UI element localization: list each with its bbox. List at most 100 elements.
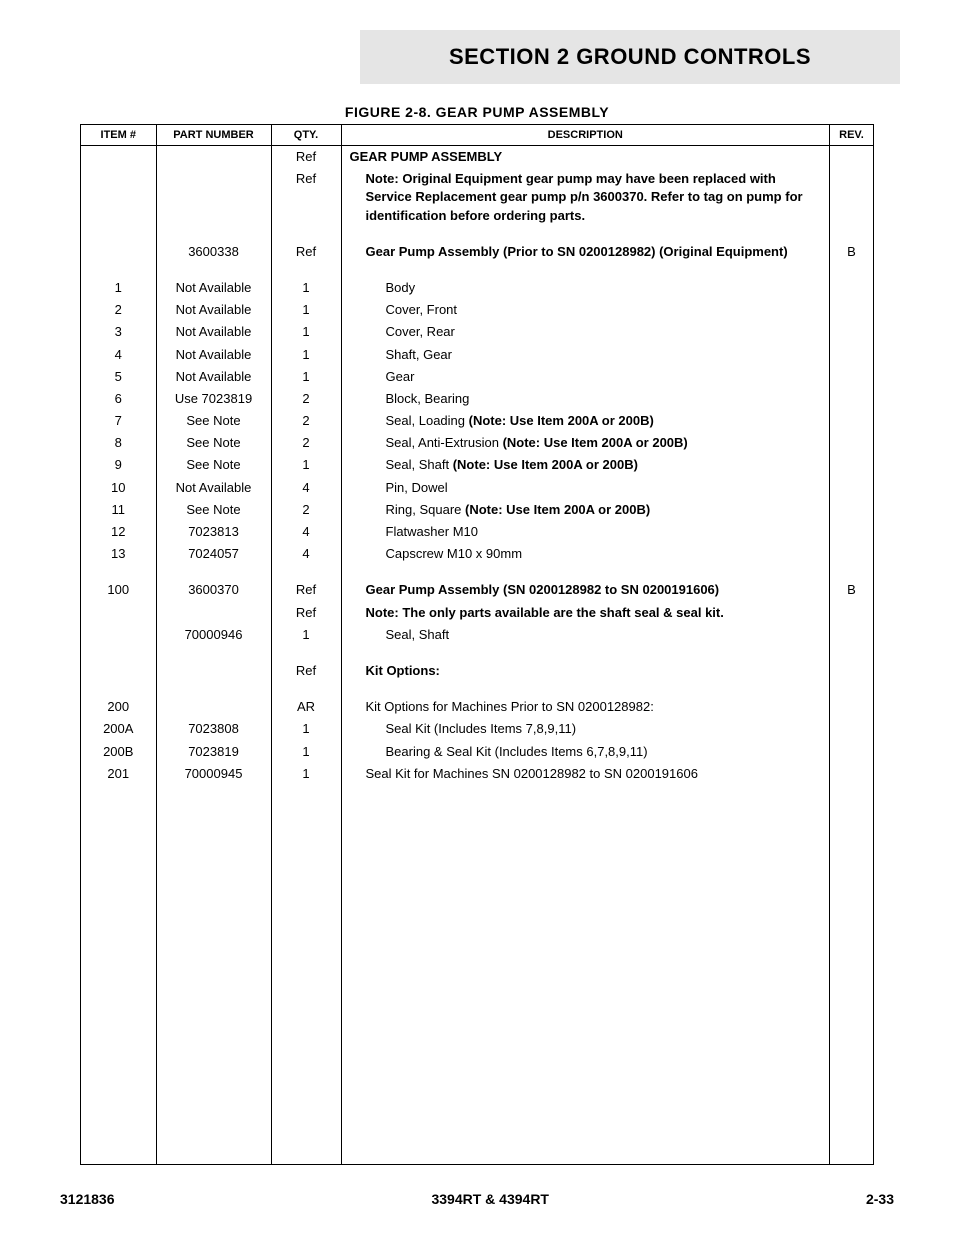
cell-item: 4 [81,344,156,366]
page-footer: 3121836 3394RT & 4394RT 2-33 [60,1191,894,1207]
cell-qty: 1 [271,741,341,763]
cell-part: 7024057 [156,543,271,565]
cell-desc: Ring, Square (Note: Use Item 200A or 200… [341,499,830,521]
table-row: 2Not Available1Cover, Front [81,299,874,321]
cell-part: Not Available [156,366,271,388]
cell-desc: Capscrew M10 x 90mm [341,543,830,565]
cell-part: Not Available [156,299,271,321]
cell-part: 70000946 [156,624,271,646]
table-row: 1270238134Flatwasher M10 [81,521,874,543]
cell-part: Not Available [156,277,271,299]
col-header-item: ITEM # [81,125,156,146]
cell-rev: B [830,241,874,263]
table-row [81,227,874,241]
cell-item: 9 [81,454,156,476]
cell-rev [830,624,874,646]
footer-left: 3121836 [60,1191,115,1207]
cell-qty: 2 [271,388,341,410]
cell-part [156,146,271,169]
cell-desc: Pin, Dowel [341,477,830,499]
footer-center: 3394RT & 4394RT [431,1191,549,1207]
cell-item: 10 [81,477,156,499]
cell-part: 3600338 [156,241,271,263]
cell-qty: 1 [271,299,341,321]
section-title: SECTION 2 GROUND CONTROLS [370,44,890,70]
cell-desc: Kit Options: [341,660,830,682]
table-row: 1003600370RefGear Pump Assembly (SN 0200… [81,579,874,601]
cell-rev [830,543,874,565]
cell-desc: Kit Options for Machines Prior to SN 020… [341,696,830,718]
cell-item [81,241,156,263]
cell-item: 11 [81,499,156,521]
cell-part: 7023813 [156,521,271,543]
table-row: 10Not Available4Pin, Dowel [81,477,874,499]
cell-part [156,168,271,227]
table-row: 3600338RefGear Pump Assembly (Prior to S… [81,241,874,263]
cell-qty: Ref [271,146,341,169]
cell-part [156,660,271,682]
cell-qty: 1 [271,321,341,343]
cell-item: 7 [81,410,156,432]
cell-rev [830,454,874,476]
table-row: 11See Note2Ring, Square (Note: Use Item … [81,499,874,521]
cell-rev [830,432,874,454]
cell-qty: 1 [271,718,341,740]
cell-rev [830,146,874,169]
cell-desc: GEAR PUMP ASSEMBLY [341,146,830,169]
cell-item: 6 [81,388,156,410]
table-body: RefGEAR PUMP ASSEMBLYRefNote: Original E… [81,146,874,1165]
cell-desc: Block, Bearing [341,388,830,410]
cell-item: 200B [81,741,156,763]
cell-item [81,624,156,646]
cell-item: 12 [81,521,156,543]
table-row: 3Not Available1Cover, Rear [81,321,874,343]
cell-desc: Seal, Loading (Note: Use Item 200A or 20… [341,410,830,432]
cell-item: 8 [81,432,156,454]
footer-right: 2-33 [866,1191,894,1207]
cell-qty: 1 [271,624,341,646]
cell-item [81,146,156,169]
table-row: 5Not Available1Gear [81,366,874,388]
table-row: 4Not Available1Shaft, Gear [81,344,874,366]
cell-rev [830,477,874,499]
cell-rev [830,344,874,366]
col-header-rev: REV. [830,125,874,146]
cell-part: Not Available [156,344,271,366]
table-header-row: ITEM # PART NUMBER QTY. DESCRIPTION REV. [81,125,874,146]
cell-rev [830,741,874,763]
table-row: RefNote: Original Equipment gear pump ma… [81,168,874,227]
table-row: 200B70238191Bearing & Seal Kit (Includes… [81,741,874,763]
cell-part: See Note [156,432,271,454]
cell-desc: Gear [341,366,830,388]
cell-part [156,602,271,624]
cell-part: See Note [156,454,271,476]
table-row: RefNote: The only parts available are th… [81,602,874,624]
cell-desc: Body [341,277,830,299]
cell-qty: Ref [271,579,341,601]
cell-qty: 1 [271,344,341,366]
table-row [81,682,874,696]
cell-item: 2 [81,299,156,321]
cell-rev [830,521,874,543]
cell-qty: Ref [271,168,341,227]
cell-rev [830,696,874,718]
cell-desc: Seal, Shaft (Note: Use Item 200A or 200B… [341,454,830,476]
cell-desc: Seal, Shaft [341,624,830,646]
cell-rev: B [830,579,874,601]
cell-rev [830,718,874,740]
table-row: 201700009451Seal Kit for Machines SN 020… [81,763,874,785]
cell-part: Not Available [156,321,271,343]
table-row: RefGEAR PUMP ASSEMBLY [81,146,874,169]
cell-qty: 1 [271,277,341,299]
cell-rev [830,321,874,343]
cell-rev [830,602,874,624]
cell-desc: Shaft, Gear [341,344,830,366]
table-row: 8See Note2Seal, Anti-Extrusion (Note: Us… [81,432,874,454]
cell-item: 100 [81,579,156,601]
cell-item: 200 [81,696,156,718]
cell-item: 5 [81,366,156,388]
cell-rev [830,410,874,432]
cell-item: 1 [81,277,156,299]
cell-rev [830,168,874,227]
cell-qty: 4 [271,521,341,543]
